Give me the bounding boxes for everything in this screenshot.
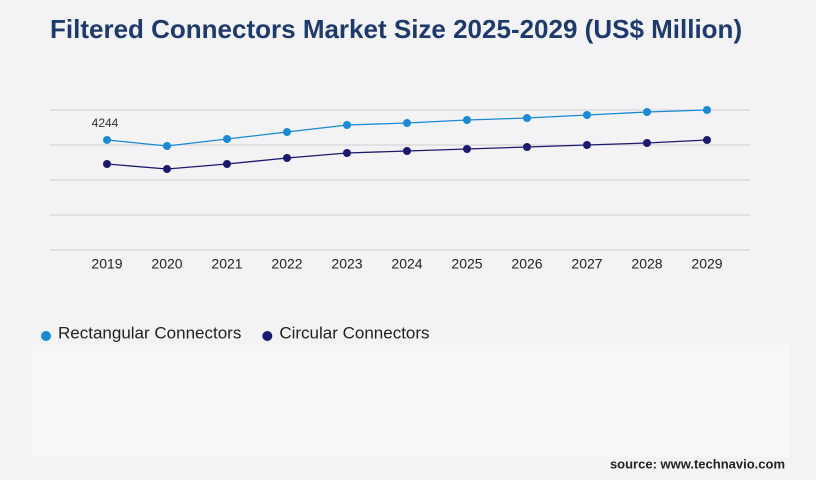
point [223,160,231,169]
point [343,121,351,130]
point [583,141,591,149]
x-tick-label: 2019 [91,256,122,272]
legend-label: Rectangular Connectors [58,323,241,342]
point [583,111,591,120]
point [523,114,531,123]
source: source: www.technavio.com [610,456,785,471]
point [403,118,411,127]
x-tick-label: 2021 [211,256,242,272]
point [643,107,651,116]
point [463,116,471,125]
x-tick-label: 2026 [511,256,542,272]
data-label: 4244 [92,116,119,130]
legend-marker [262,331,273,341]
point [163,142,171,151]
point [343,149,351,158]
x-tick-label: 2029 [691,256,722,272]
x-tick-label: 2023 [331,256,362,272]
legend-label: Circular Connectors [279,323,429,342]
point [523,142,531,151]
point [283,153,291,162]
point [103,160,111,169]
point [283,128,291,137]
point [703,106,711,114]
point [643,139,651,148]
point [703,135,711,144]
x-tick-label: 2027 [571,256,602,272]
point [103,135,111,144]
point [403,146,411,155]
panel [32,345,790,457]
legend-marker [41,331,51,341]
chart-title: Filtered Connectors Market Size 2025-202… [50,14,742,44]
x-tick-label: 2024 [391,256,422,272]
x-tick-label: 2028 [631,256,662,272]
series-line [106,109,708,147]
point [463,144,471,153]
x-tick-label: 2022 [271,256,302,272]
x-tick-label: 2025 [451,256,482,272]
point [223,135,231,144]
x-tick-label: 2020 [151,256,182,272]
point [163,165,171,174]
